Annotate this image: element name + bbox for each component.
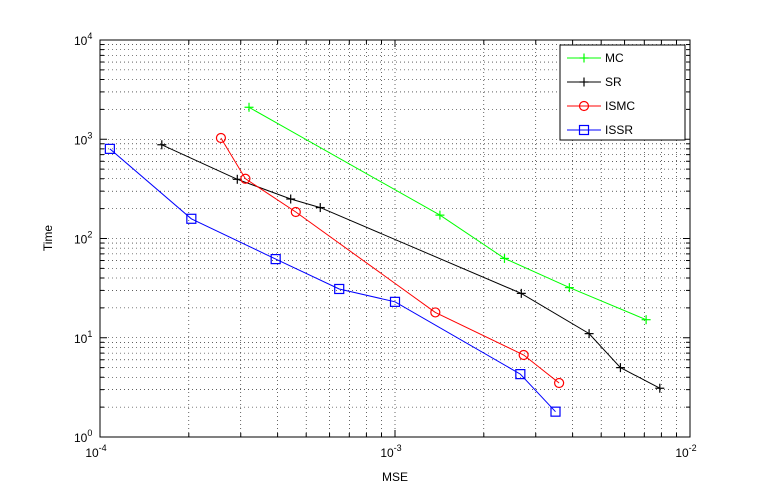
tick-labels: 10-4 10-3 10-2 100 101 102 103 104 bbox=[74, 31, 697, 460]
series-sr-point bbox=[232, 174, 242, 184]
y-tick-label: 101 bbox=[74, 329, 92, 346]
legend-entry-mc: MC bbox=[567, 51, 624, 65]
series-issr bbox=[104, 143, 561, 417]
series-ismc bbox=[215, 132, 565, 389]
series-issr-point bbox=[550, 406, 561, 417]
legend-entry-sr: SR bbox=[567, 75, 622, 89]
series-issr-point bbox=[270, 254, 281, 265]
series-ismc-point bbox=[240, 173, 251, 184]
series-mc-point bbox=[641, 315, 651, 325]
legend-entry-issr: ISSR bbox=[567, 123, 633, 137]
series-ismc-point bbox=[430, 307, 441, 318]
legend-entry-ismc: ISMC bbox=[567, 99, 635, 113]
series-ismc-line bbox=[220, 137, 560, 384]
x-tick-label: 10-3 bbox=[380, 443, 401, 460]
legend-box bbox=[559, 44, 686, 141]
series-issr-point bbox=[334, 283, 345, 295]
series-ismc-point bbox=[518, 349, 529, 361]
series-issr-point bbox=[104, 143, 115, 154]
legend-label: MC bbox=[605, 51, 624, 65]
series-layer bbox=[104, 102, 665, 417]
y-tick-label: 102 bbox=[74, 230, 92, 247]
series-sr-line bbox=[161, 144, 661, 389]
series-sr bbox=[157, 140, 665, 393]
series-mc bbox=[244, 102, 651, 325]
series-sr-point bbox=[157, 140, 167, 150]
series-ismc-point bbox=[215, 132, 227, 144]
legend-marker bbox=[578, 124, 590, 136]
legend-marker bbox=[578, 100, 590, 112]
series-sr-point bbox=[315, 203, 325, 213]
series-issr-point bbox=[389, 296, 401, 307]
y-tick-label: 104 bbox=[74, 31, 92, 48]
series-mc-point bbox=[564, 283, 574, 293]
series-issr-point bbox=[515, 369, 526, 380]
legend-marker bbox=[579, 77, 589, 87]
legend-label: ISMC bbox=[605, 99, 635, 113]
series-ismc-point bbox=[290, 206, 301, 218]
y-tick-label: 100 bbox=[74, 428, 92, 445]
x-tick-label: 10-2 bbox=[675, 443, 696, 460]
legend-marker bbox=[579, 53, 589, 63]
series-sr-point bbox=[584, 329, 594, 339]
series-issr-line bbox=[109, 148, 556, 413]
series-sr-point bbox=[286, 194, 296, 204]
series-issr-point bbox=[186, 213, 197, 224]
x-tick-label: 10-4 bbox=[85, 443, 106, 460]
series-mc-point bbox=[435, 210, 445, 220]
y-axis-title: Time bbox=[41, 225, 55, 252]
series-mc-point bbox=[499, 253, 509, 263]
series-sr-point bbox=[655, 383, 665, 393]
series-ismc-point bbox=[554, 377, 565, 389]
series-sr-point bbox=[516, 288, 526, 298]
x-axis-title: MSE bbox=[382, 470, 408, 484]
y-tick-label: 103 bbox=[74, 130, 92, 147]
series-sr-point bbox=[615, 363, 625, 373]
legend-label: ISSR bbox=[605, 123, 633, 137]
legend-label: SR bbox=[605, 75, 622, 89]
series-mc-point bbox=[244, 102, 254, 112]
legend: MC SR ISMC ISSR bbox=[559, 44, 686, 141]
